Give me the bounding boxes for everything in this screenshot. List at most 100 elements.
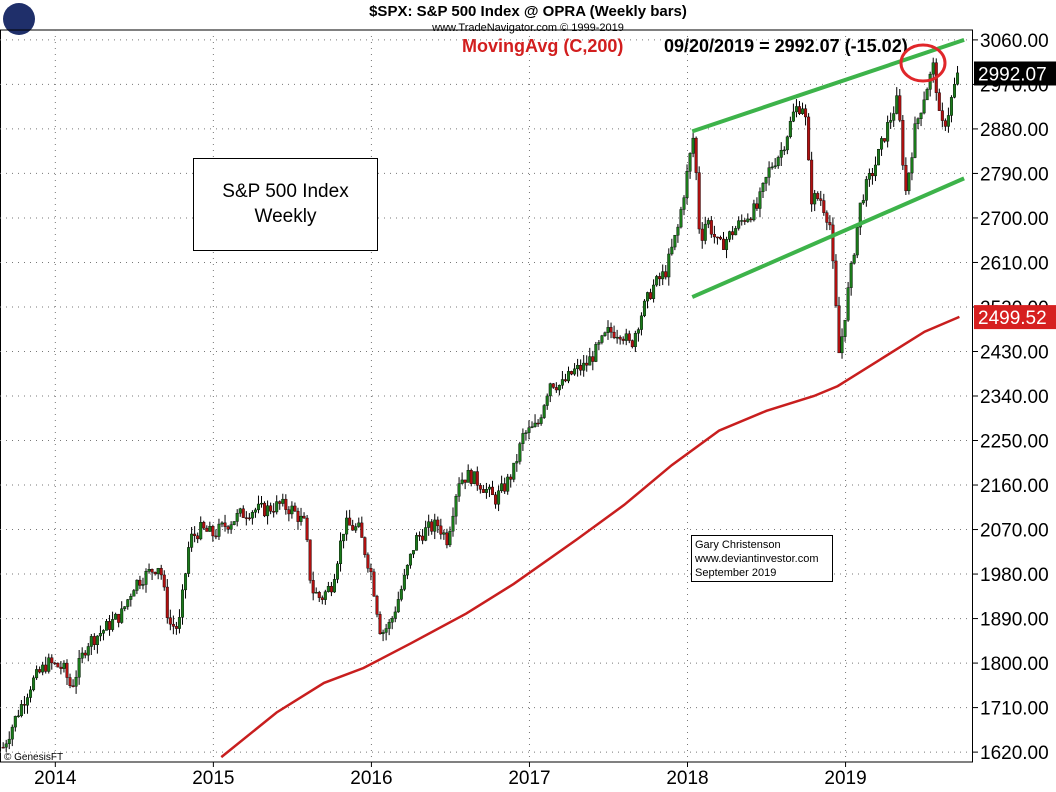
candle-body — [855, 226, 859, 256]
candle-body — [600, 335, 604, 343]
candle-body — [749, 218, 753, 221]
last-price-tag-bg — [974, 61, 1056, 86]
candle-body — [606, 327, 610, 333]
candle-body — [621, 338, 625, 341]
candle-body — [153, 571, 157, 575]
candle-body — [478, 485, 482, 490]
candle-body — [342, 533, 346, 542]
candle-body — [913, 123, 917, 158]
author-date: September 2019 — [695, 567, 777, 579]
candle-body — [849, 262, 853, 288]
peak-circle — [899, 43, 947, 83]
candle-body — [682, 197, 686, 210]
candle-body — [296, 510, 300, 522]
candle-body — [287, 509, 291, 515]
candle-body — [721, 238, 725, 250]
candle-body — [62, 662, 66, 669]
candle-body — [725, 239, 729, 250]
candle-body — [740, 220, 744, 222]
candle-body — [138, 579, 142, 586]
candle-body — [570, 371, 574, 375]
candle-body — [108, 621, 112, 630]
candle-body — [506, 476, 510, 492]
candle-body — [266, 505, 270, 517]
candle-body — [4, 743, 8, 748]
candle-body — [269, 505, 273, 512]
candle-body — [44, 664, 48, 672]
candle-body — [500, 483, 504, 492]
candle-body — [548, 383, 552, 397]
channel-upper-line — [691, 37, 965, 134]
candle-body — [126, 599, 130, 607]
candle-body — [834, 260, 838, 306]
candle-body — [588, 356, 592, 366]
candle-body — [217, 523, 221, 537]
candle-body — [427, 521, 431, 528]
candle-body — [232, 521, 236, 525]
candle-body — [573, 368, 577, 375]
candle-body — [448, 530, 452, 546]
candle-body — [187, 547, 191, 574]
candle-body — [542, 405, 546, 418]
candle-body — [193, 533, 197, 537]
candle-body — [25, 697, 29, 706]
candle-body — [317, 592, 321, 598]
y-tick-label: 1620.00 — [980, 743, 1049, 764]
candle-body — [718, 237, 722, 240]
candle-body — [65, 662, 69, 678]
candle-body — [597, 342, 601, 345]
candle-body — [712, 234, 716, 238]
candle-body — [132, 590, 136, 597]
candle-body — [399, 589, 403, 600]
candle-body — [481, 489, 485, 493]
candle-body — [408, 553, 412, 566]
candle-body — [497, 490, 501, 505]
candle-body — [563, 379, 567, 382]
index-title-line1: S&P 500 Index — [222, 181, 349, 202]
candle-body — [475, 471, 479, 486]
candle-body — [512, 462, 516, 480]
candle-body — [886, 122, 890, 142]
candle-body — [931, 62, 935, 75]
candle-body — [117, 613, 121, 623]
candle-body — [916, 118, 920, 124]
candle-body — [120, 608, 124, 623]
candle-body — [530, 426, 534, 428]
candle-body — [56, 662, 60, 668]
candle-body — [16, 715, 20, 718]
candle-body — [484, 489, 488, 493]
candle-body — [952, 83, 956, 98]
candle-body — [688, 153, 692, 172]
candle-body — [524, 432, 528, 434]
chart-title: $SPX: S&P 500 Index @ OPRA (Weekly bars) — [369, 3, 687, 20]
x-tick-label: 2019 — [824, 768, 866, 789]
candle-body — [731, 231, 735, 236]
candle-body — [594, 344, 598, 362]
candle-body — [946, 115, 950, 127]
candle-body — [889, 120, 893, 123]
candle-body — [728, 231, 732, 240]
candle-body — [755, 203, 759, 209]
candle-body — [852, 254, 856, 264]
candle-body — [673, 234, 677, 248]
candle-body — [734, 228, 738, 236]
candle-body — [877, 149, 881, 166]
source-credit: www.TradeNavigator.com © 1999-2019 — [432, 22, 624, 34]
candle-body — [442, 532, 446, 535]
y-tick-label: 1800.00 — [980, 654, 1049, 675]
candle-body — [764, 177, 768, 184]
candle-body — [649, 292, 653, 299]
author-box: Gary Christenson www.deviantinvestor.com… — [691, 535, 833, 582]
candle-body — [332, 579, 336, 593]
candle-body — [77, 658, 81, 678]
candle-body — [679, 209, 683, 228]
candle-body — [901, 120, 905, 166]
candle-body — [560, 379, 564, 386]
candle-body — [837, 305, 841, 354]
candle-body — [326, 586, 330, 592]
candle-body — [509, 476, 513, 480]
candle-body — [387, 622, 391, 629]
candle-body — [813, 193, 817, 205]
candle-body — [770, 166, 774, 169]
candle-body — [676, 226, 680, 236]
